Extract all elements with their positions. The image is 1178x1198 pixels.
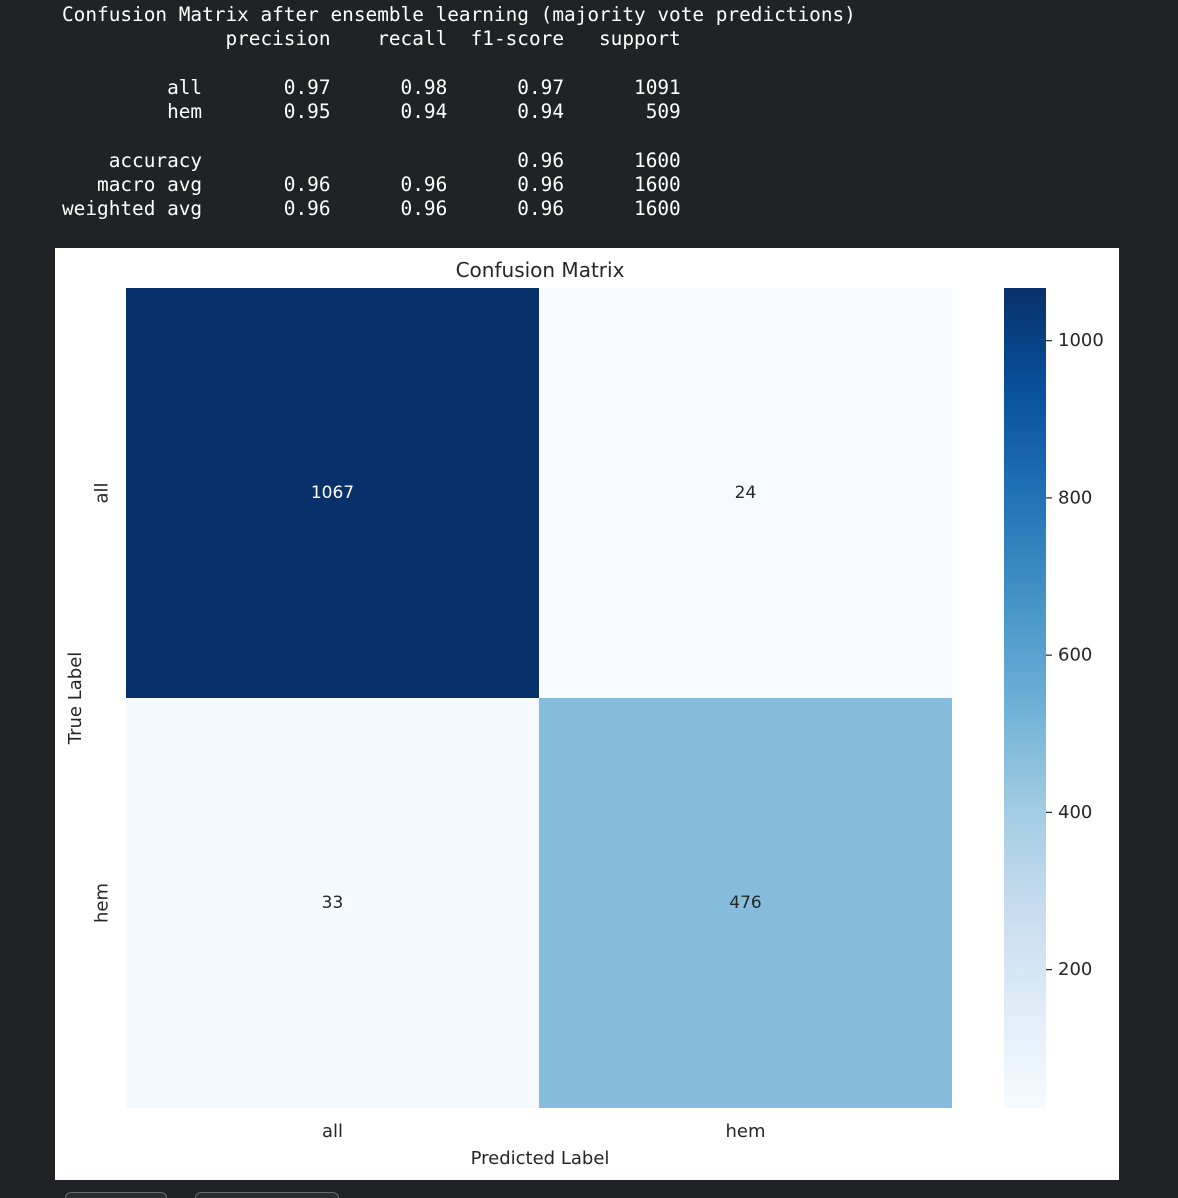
colorbar-tick-label: 1000 <box>1058 330 1104 351</box>
report-row-macro-avg: macro avg 0.96 0.96 0.96 1600 <box>62 173 681 197</box>
y-tick-label: hem <box>92 883 113 923</box>
y-tick-label: all <box>92 482 113 503</box>
colorbar-tick-label: 800 <box>1058 487 1092 508</box>
y-axis-label: True Label <box>65 652 86 746</box>
x-axis-label: Predicted Label <box>471 1148 610 1169</box>
x-tick-label: all <box>322 1121 343 1142</box>
x-axis-ticks: all hem <box>322 1121 766 1142</box>
y-axis-ticks: all hem <box>92 482 113 923</box>
confusion-matrix-chart: Confusion Matrix 1067 24 33 476 all hem all h… <box>65 258 1104 1169</box>
chart-title: Confusion Matrix <box>456 258 625 282</box>
cell-value-label: 476 <box>729 893 761 913</box>
report-row <box>62 124 856 148</box>
heatmap-cell-labels: 1067 24 33 476 <box>311 483 762 913</box>
report-row-weighted-avg: weighted avg 0.96 0.96 0.96 1600 <box>62 197 681 221</box>
heatmap-cell-all-hem <box>539 288 952 698</box>
colorbar-tick-label: 600 <box>1058 645 1092 666</box>
report-row-all: all 0.97 0.98 0.97 1091 <box>62 75 681 99</box>
report-row-accuracy: accuracy 0.96 1600 <box>62 148 681 172</box>
colorbar <box>1004 288 1046 1108</box>
heatmap-cell-hem-all <box>126 698 539 1108</box>
report-row-hem: hem 0.95 0.94 0.94 509 <box>62 100 681 124</box>
report-row <box>62 52 856 76</box>
confusion-matrix-figure: Confusion Matrix 1067 24 33 476 all hem all h… <box>55 248 1119 1180</box>
colorbar-ticks: 200 400 600 800 1000 <box>1046 330 1104 980</box>
colorbar-tick-label: 200 <box>1058 959 1092 980</box>
cell-value-label: 1067 <box>311 483 354 503</box>
report-title: Confusion Matrix after ensemble learning… <box>62 3 856 26</box>
x-tick-label: hem <box>725 1121 765 1142</box>
output-tab-button[interactable] <box>65 1192 167 1198</box>
heatmap-cell-all-all <box>126 288 539 698</box>
output-tab-button[interactable] <box>195 1192 339 1198</box>
report-header: precision recall f1-score support <box>62 27 681 51</box>
heatmap-cells <box>126 288 952 1108</box>
colorbar-tick-label: 400 <box>1058 802 1092 823</box>
cell-value-label: 24 <box>735 483 757 503</box>
classification-report: Confusion Matrix after ensemble learning… <box>62 3 856 222</box>
cell-value-label: 33 <box>322 893 344 913</box>
heatmap-cell-hem-hem <box>539 698 952 1108</box>
